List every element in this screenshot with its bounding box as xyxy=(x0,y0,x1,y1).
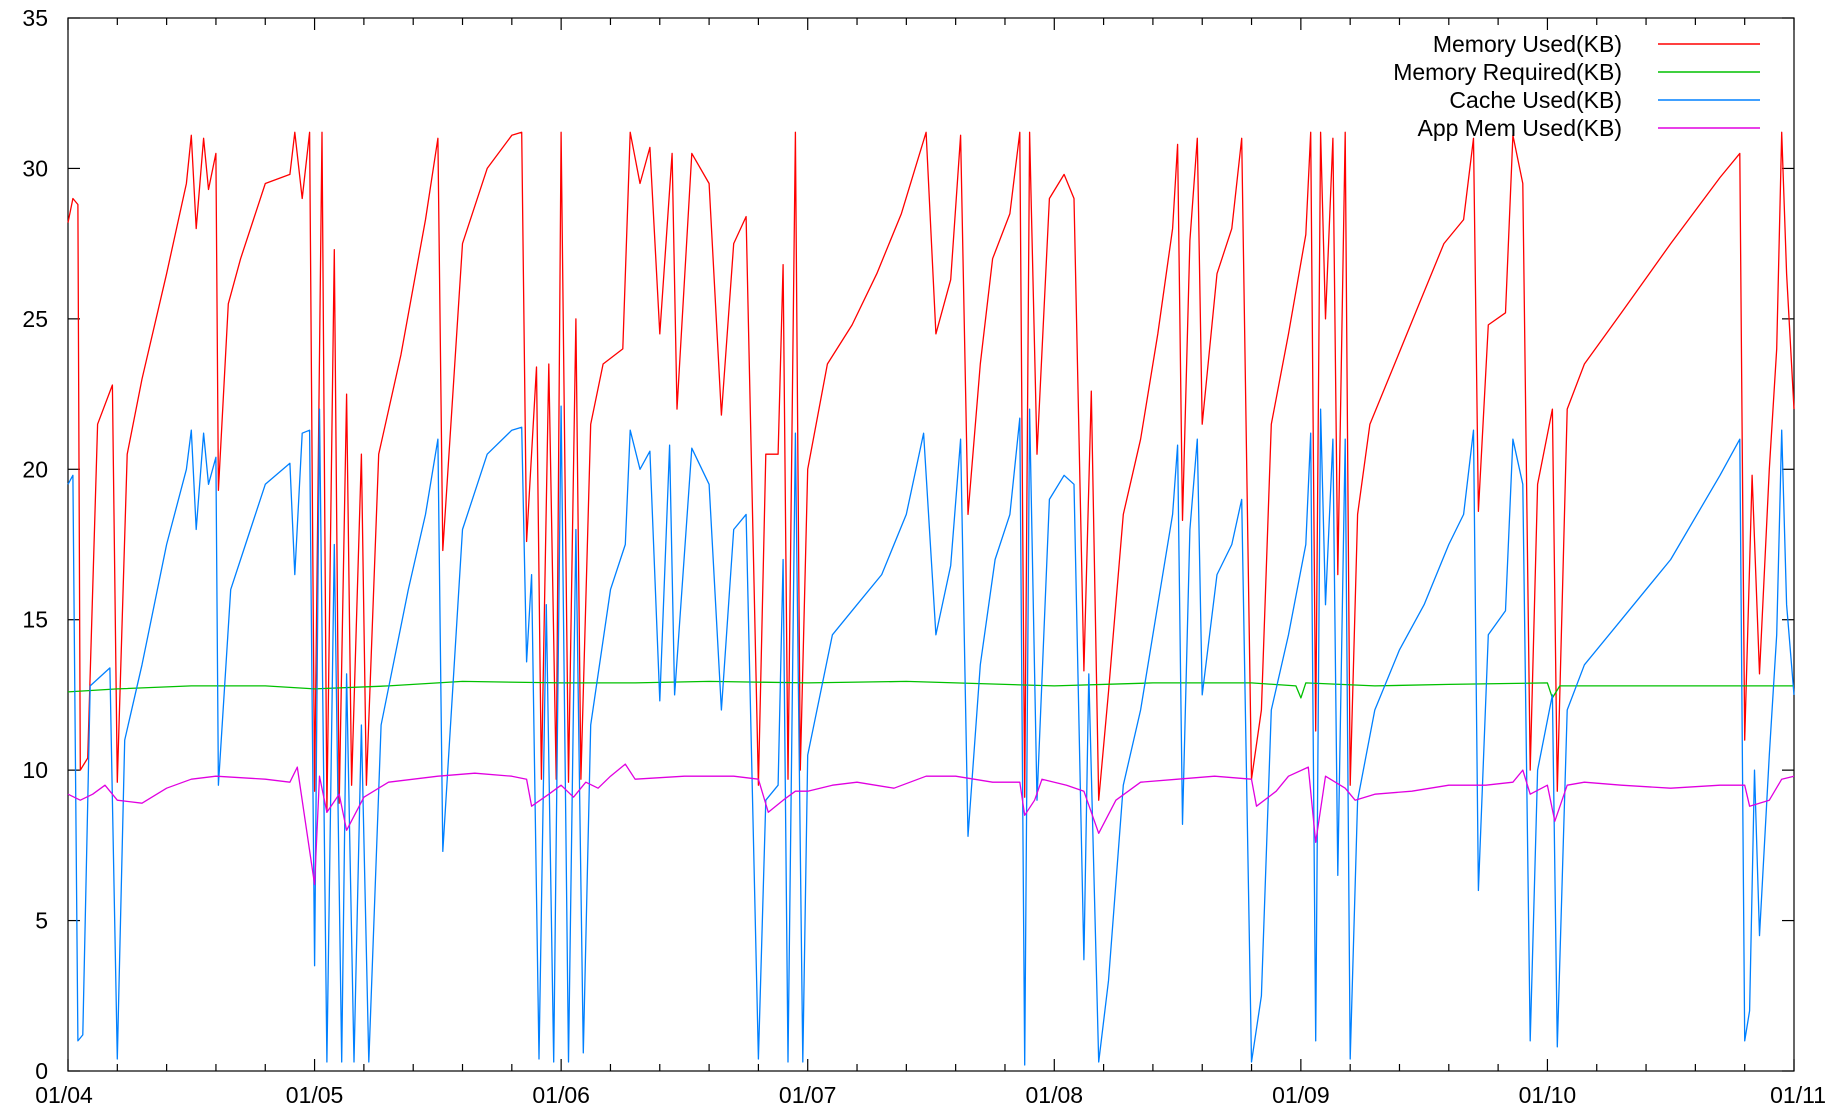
x-tick-label: 01/05 xyxy=(286,1082,344,1108)
legend-label: Memory Required(KB) xyxy=(1393,59,1622,85)
series-line-0 xyxy=(67,131,1795,813)
series-line-3 xyxy=(67,763,1795,886)
x-tick-label: 01/06 xyxy=(532,1082,590,1108)
legend-label: App Mem Used(KB) xyxy=(1417,115,1622,141)
x-axis: 01/04 01/05 01/06 01/07 01/08 01/09 01/10 01/11 xyxy=(35,18,1826,1108)
plot-frame xyxy=(67,17,1795,1072)
y-tick-label: 15 xyxy=(22,607,48,633)
y-tick-label: 35 xyxy=(22,5,48,31)
legend-label: Cache Used(KB) xyxy=(1449,87,1622,113)
legend: Memory Used(KB)Memory Required(KB)Cache … xyxy=(1393,31,1760,141)
legend-label: Memory Used(KB) xyxy=(1433,31,1622,57)
x-tick-label: 01/07 xyxy=(779,1082,837,1108)
x-tick-label: 01/10 xyxy=(1519,1082,1577,1108)
series-line-2 xyxy=(67,405,1795,1066)
series-line-1 xyxy=(67,680,1794,699)
y-axis: 0 5 10 15 20 25 30 35 xyxy=(22,5,1794,1084)
x-tick-label: 01/04 xyxy=(35,1082,93,1108)
x-tick-label: 01/09 xyxy=(1272,1082,1330,1108)
y-tick-label: 10 xyxy=(22,757,48,783)
y-tick-label: 5 xyxy=(35,908,48,934)
y-tick-label: 20 xyxy=(22,456,48,482)
series-lines xyxy=(67,131,1795,1066)
x-tick-label: 01/08 xyxy=(1026,1082,1084,1108)
y-tick-label: 25 xyxy=(22,306,48,332)
y-tick-label: 0 xyxy=(35,1058,48,1084)
y-tick-label: 30 xyxy=(22,155,48,181)
x-tick-label: 01/11 xyxy=(1770,1082,1826,1108)
